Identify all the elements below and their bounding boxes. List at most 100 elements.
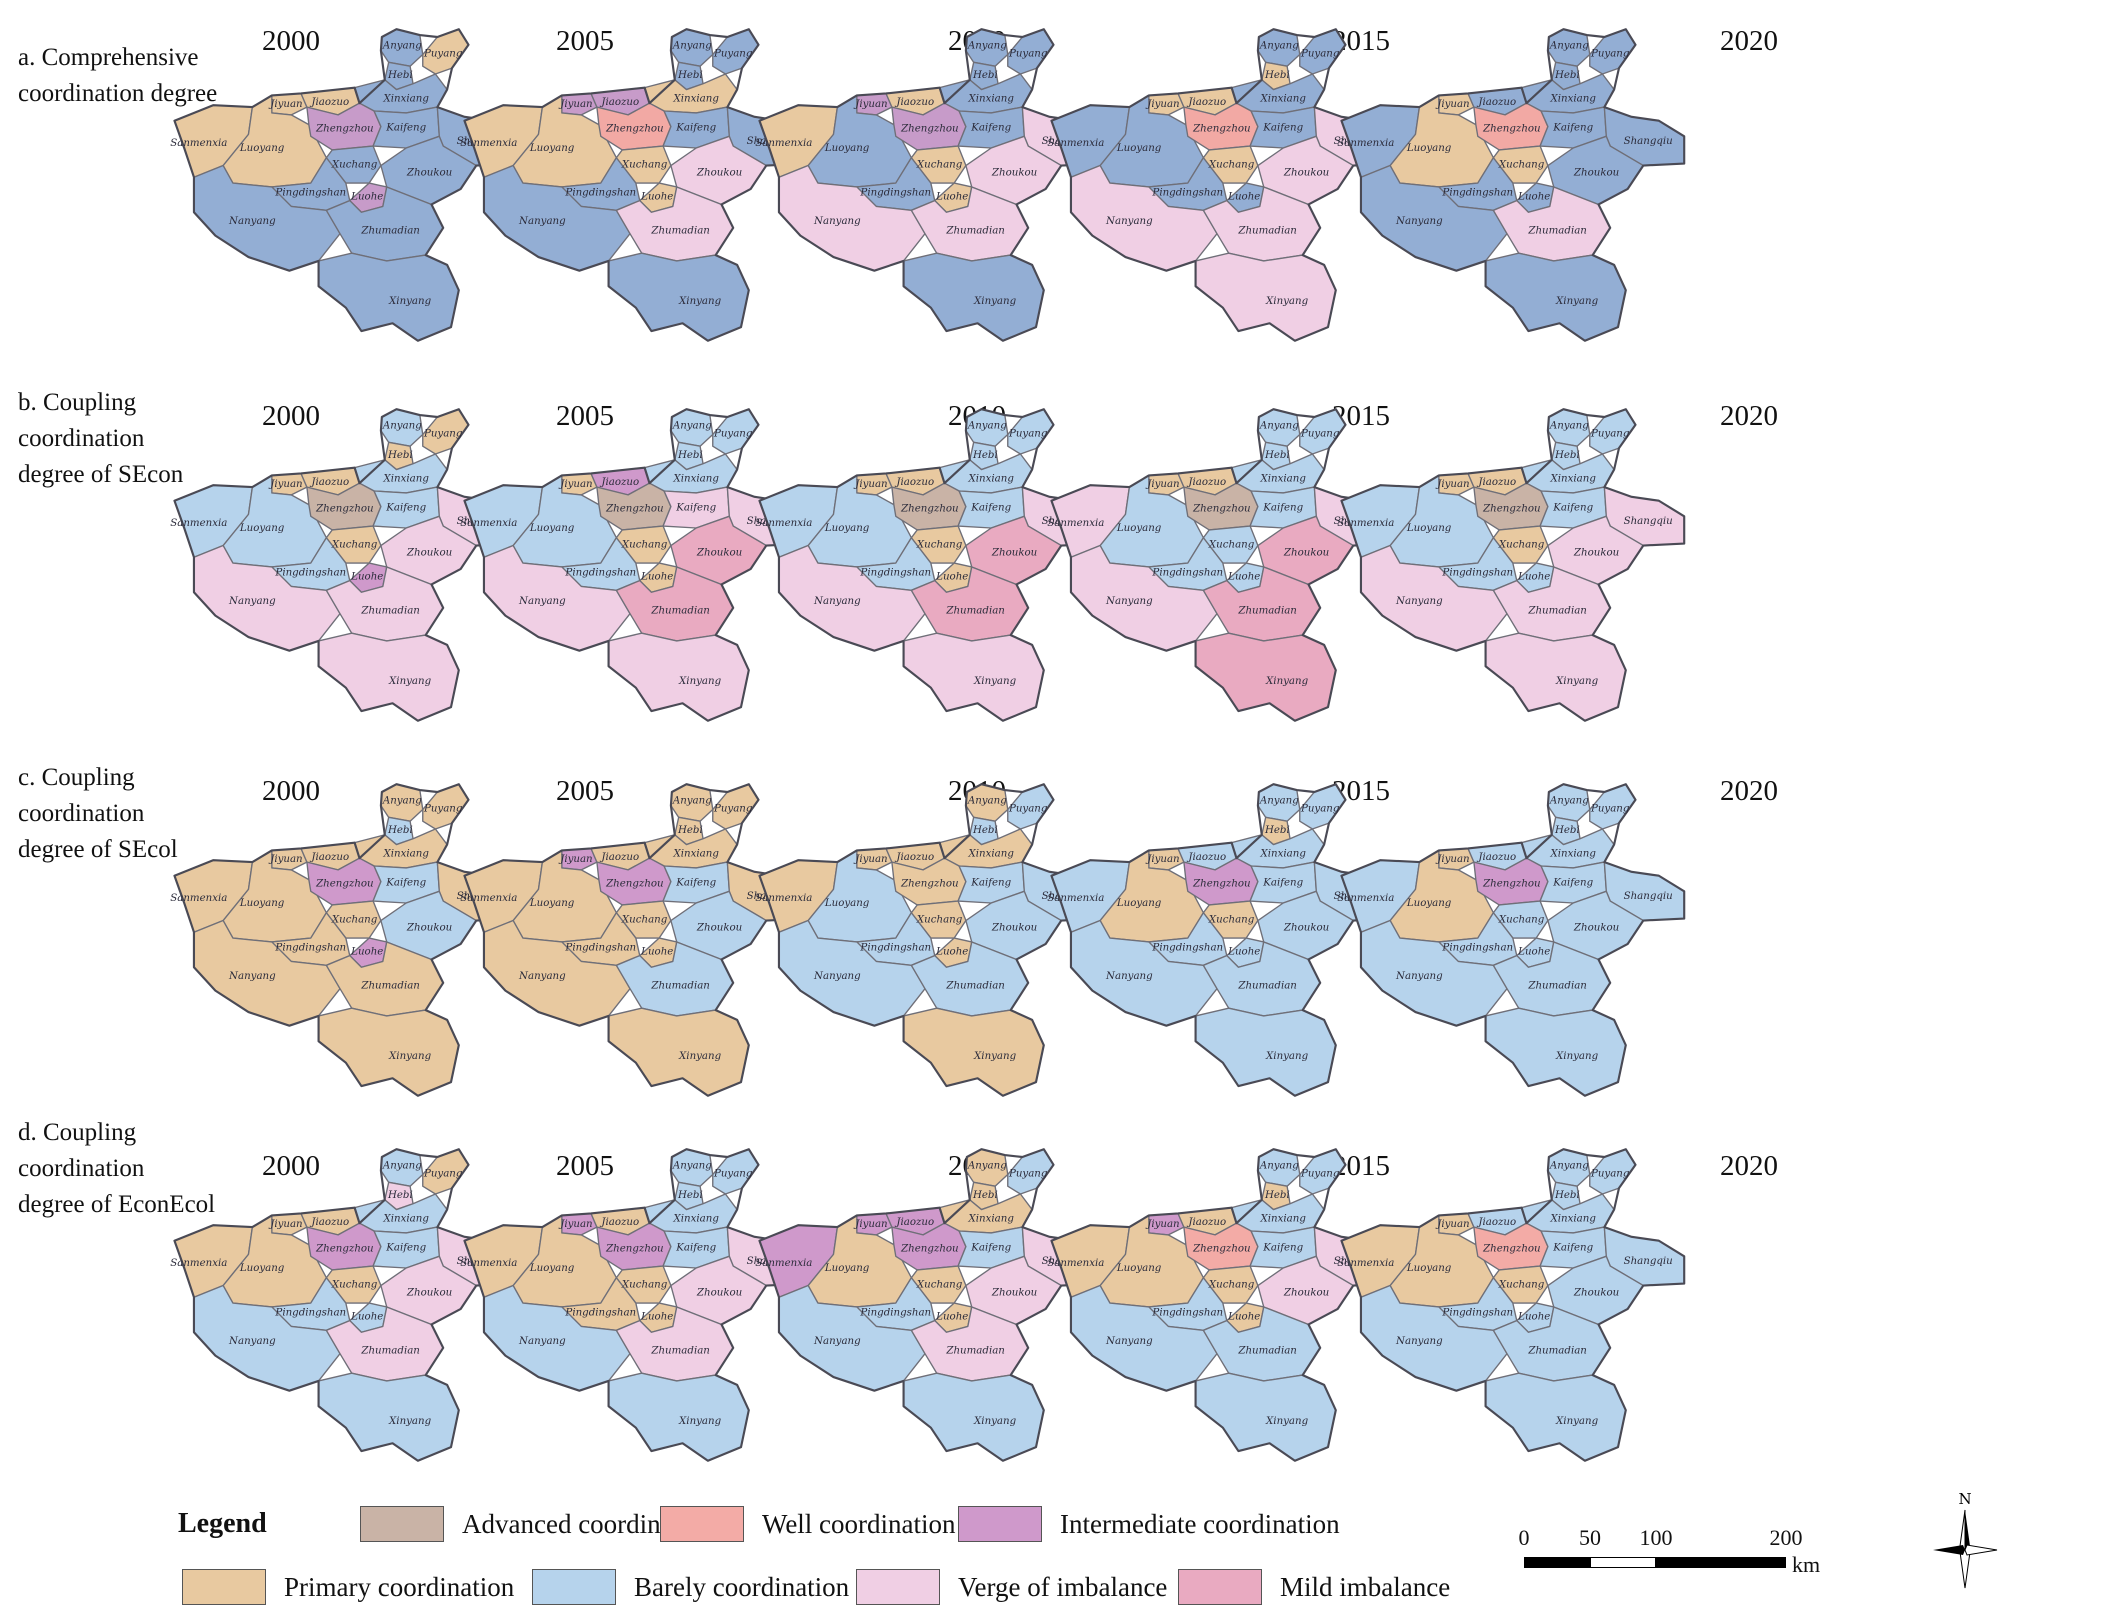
city-label-kaifeng: Kaifeng (970, 877, 1011, 888)
city-label-nanyang: Nanyang (813, 1336, 861, 1347)
city-label-jiaozuo: Jiaozuo (309, 97, 349, 108)
city-label-pingdingshan: Pingdingshan (1441, 568, 1513, 579)
city-label-sanmenxia: Sanmenxia (170, 893, 227, 904)
city-label-anyang: Anyang (1259, 796, 1299, 807)
city-label-hebi: Hebi (1554, 825, 1580, 836)
city-label-xinxiang: Xinxiang (383, 93, 430, 104)
city-label-puyang: Puyang (1008, 48, 1048, 59)
city-label-pingdingshan: Pingdingshan (1441, 188, 1513, 199)
city-label-jiaozuo: Jiaozuo (1476, 97, 1516, 108)
city-label-zhengzhou: Zhengzhou (605, 878, 664, 889)
city-label-hebi: Hebi (972, 825, 998, 836)
row-title-c: c. Coupling coordination degree of SEcol (18, 764, 178, 863)
city-label-xinyang: Xinyang (973, 1051, 1017, 1062)
city-label-xinyang: Xinyang (388, 1051, 432, 1062)
city-label-nanyang: Nanyang (228, 216, 276, 227)
city-label-luoyang: Luoyang (239, 523, 285, 534)
city-label-nanyang: Nanyang (1105, 971, 1153, 982)
city-label-kaifeng: Kaifeng (1552, 877, 1593, 888)
city-label-pingdingshan: Pingdingshan (1441, 943, 1513, 954)
scale-tick-200: 200 (1769, 1525, 1803, 1550)
province-outline (1340, 28, 1686, 342)
legend-label-barely: Barely coordination (634, 1571, 850, 1602)
legend-swatch-well (660, 1506, 744, 1542)
city-label-jiaozuo: Jiaozuo (1186, 97, 1226, 108)
city-label-zhumadian: Zhumadian (1527, 1346, 1587, 1357)
city-label-zhumadian: Zhumadian (945, 606, 1005, 617)
city-label-zhoukou: Zhoukou (406, 167, 452, 178)
city-label-xuchang: Xuchang (1208, 1279, 1255, 1290)
legend-item-well: Well coordination (660, 1504, 956, 1544)
city-label-hebi: Hebi (677, 1190, 703, 1201)
province-outline (1340, 1148, 1686, 1462)
city-label-luoyang: Luoyang (824, 1263, 870, 1274)
city-label-nanyang: Nanyang (518, 596, 566, 607)
city-label-xuchang: Xuchang (1498, 914, 1545, 925)
city-label-xinyang: Xinyang (1265, 676, 1309, 687)
city-label-sanmenxia: Sanmenxia (460, 893, 517, 904)
city-label-sanmenxia: Sanmenxia (460, 518, 517, 529)
city-label-jiaozuo: Jiaozuo (894, 477, 934, 488)
legend-label-intermediate: Intermediate coordination (1060, 1508, 1340, 1539)
city-label-sanmenxia: Sanmenxia (1337, 1258, 1394, 1269)
legend-item-intermediate: Intermediate coordination (958, 1504, 1340, 1544)
row-title-b: b. Coupling coordination degree of SEcon (18, 389, 184, 488)
city-label-shangqiu: Shangqiu (1624, 1256, 1673, 1267)
city-label-jiaozuo: Jiaozuo (309, 477, 349, 488)
city-label-nanyang: Nanyang (228, 596, 276, 607)
city-label-luoyang: Luoyang (239, 1263, 285, 1274)
city-label-zhengzhou: Zhengzhou (605, 503, 664, 514)
city-label-zhengzhou: Zhengzhou (1192, 1243, 1251, 1254)
city-label-zhengzhou: Zhengzhou (315, 878, 374, 889)
north-label: N (1958, 1490, 1971, 1508)
city-label-luoyang: Luoyang (824, 143, 870, 154)
province-outline (463, 1148, 809, 1462)
city-label-pingdingshan: Pingdingshan (1441, 1308, 1513, 1319)
city-label-xinxiang: Xinxiang (673, 848, 720, 859)
city-label-pingdingshan: Pingdingshan (859, 188, 931, 199)
city-label-sanmenxia: Sanmenxia (1047, 893, 1104, 904)
city-label-puyang: Puyang (1590, 1168, 1630, 1179)
city-label-zhoukou: Zhoukou (991, 922, 1037, 933)
city-label-sanmenxia: Sanmenxia (1337, 138, 1394, 149)
city-label-luoyang: Luoyang (1406, 898, 1452, 909)
city-label-nanyang: Nanyang (1395, 596, 1443, 607)
city-label-xuchang: Xuchang (916, 539, 963, 550)
city-label-nanyang: Nanyang (228, 971, 276, 982)
city-label-nanyang: Nanyang (518, 216, 566, 227)
city-label-luohe: Luohe (640, 572, 673, 583)
city-label-jiyuan: Jiyuan (268, 99, 302, 110)
city-label-luoyang: Luoyang (1116, 1263, 1162, 1274)
city-label-kaifeng: Kaifeng (385, 502, 426, 513)
city-label-hebi: Hebi (1554, 1190, 1580, 1201)
city-label-luohe: Luohe (1227, 192, 1260, 203)
city-label-zhumadian: Zhumadian (1237, 226, 1297, 237)
city-label-nanyang: Nanyang (813, 596, 861, 607)
city-label-jiaozuo: Jiaozuo (599, 97, 639, 108)
legend-swatch-advanced (360, 1506, 444, 1542)
city-label-pingdingshan: Pingdingshan (274, 1308, 346, 1319)
city-label-jiyuan: Jiyuan (853, 99, 887, 110)
city-label-jiyuan: Jiyuan (558, 99, 592, 110)
city-label-shangqiu: Shangqiu (1624, 136, 1673, 147)
city-label-zhoukou: Zhoukou (991, 547, 1037, 558)
city-label-nanyang: Nanyang (1105, 1336, 1153, 1347)
city-label-xuchang: Xuchang (621, 1279, 668, 1290)
city-label-luoyang: Luoyang (529, 898, 575, 909)
city-label-anyang: Anyang (382, 1161, 422, 1172)
city-label-sanmenxia: Sanmenxia (170, 138, 227, 149)
city-label-zhoukou: Zhoukou (1283, 922, 1329, 933)
city-label-jiyuan: Jiyuan (268, 479, 302, 490)
city-label-zhumadian: Zhumadian (360, 606, 420, 617)
province-outline (173, 1148, 519, 1462)
city-label-sanmenxia: Sanmenxia (755, 518, 812, 529)
city-label-zhumadian: Zhumadian (650, 226, 710, 237)
city-label-pingdingshan: Pingdingshan (1151, 188, 1223, 199)
legend-label-well: Well coordination (762, 1508, 956, 1539)
city-label-kaifeng: Kaifeng (970, 1242, 1011, 1253)
city-label-luohe: Luohe (640, 192, 673, 203)
city-label-hebi: Hebi (1264, 70, 1290, 81)
